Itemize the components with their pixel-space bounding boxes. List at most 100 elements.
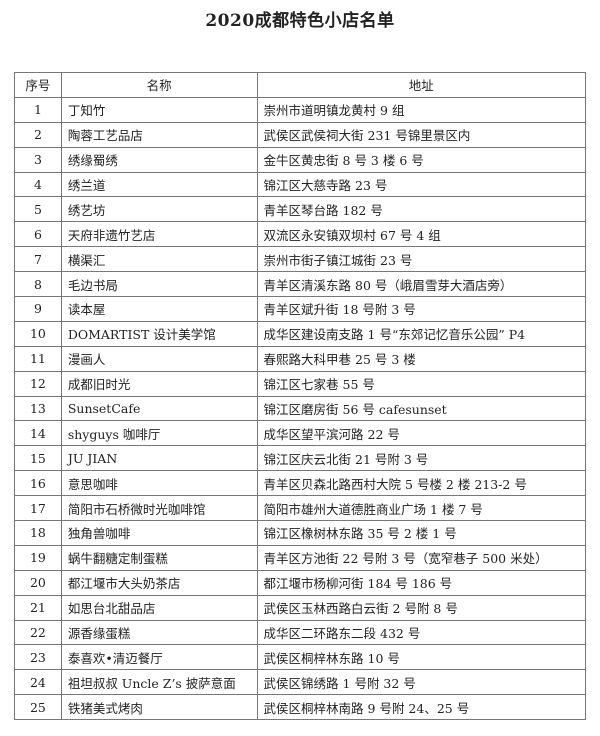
table-row: 14 shyguys 咖啡厅 成华区望平滨河路 22 号	[14, 420, 587, 447]
table-row: 1 丁知竹 崇州市道明镇龙黄村 9 组	[14, 96, 587, 123]
name-cell: 简阳市石桥微时光咖啡馆	[60, 495, 258, 522]
table-row: 6 天府非遗竹艺店 双流区永安镇双坝村 67 号 4 组	[14, 221, 587, 248]
index-cell: 18	[14, 520, 62, 546]
table-row: 11 漫画人 春熙路大科甲巷 25 号 3 楼	[14, 345, 587, 372]
index-cell: 23	[14, 644, 62, 671]
index-cell: 25	[14, 694, 62, 721]
address-cell: 崇州市街子镇江城街 23 号	[256, 246, 587, 273]
address-cell: 锦江区大慈寺路 23 号	[256, 171, 587, 198]
address-cell: 武侯区玉林西路白云街 2 号附 8 号	[256, 594, 587, 621]
name-cell: JU JIAN	[60, 445, 258, 472]
address-cell: 双流区永安镇双坝村 67 号 4 组	[256, 221, 587, 248]
index-cell: 13	[14, 395, 62, 422]
name-cell: 源香缘蛋糕	[60, 619, 258, 646]
index-cell: 1	[14, 96, 62, 123]
address-cell: 成华区建设南支路 1 号“东郊记忆音乐公园” P4	[256, 320, 587, 347]
address-cell: 都江堰市杨柳河街 184 号 186 号	[256, 569, 587, 596]
header-name: 名称	[60, 72, 258, 98]
index-cell: 8	[14, 271, 62, 298]
name-cell: DOMARTIST 设计美学馆	[60, 320, 258, 347]
address-cell: 锦江区七家巷 55 号	[256, 370, 587, 397]
table-row: 18 独角兽咖啡 锦江区橡树林东路 35 号 2 楼 1 号	[14, 520, 587, 546]
table-row: 23 泰喜欢•清迈餐厅 武侯区桐梓林东路 10 号	[14, 644, 587, 671]
index-cell: 20	[14, 569, 62, 596]
address-cell: 金牛区黄忠街 8 号 3 楼 6 号	[256, 146, 587, 173]
table-row: 4 绣兰道 锦江区大慈寺路 23 号	[14, 171, 587, 198]
index-cell: 5	[14, 196, 62, 223]
table-row: 25 铁猪美式烤肉 武侯区桐梓林南路 9 号附 24、25 号	[14, 694, 587, 721]
name-cell: 祖坦叔叔 Uncle Z’s 披萨意面	[60, 669, 258, 696]
name-cell: 独角兽咖啡	[60, 520, 258, 546]
address-cell: 锦江区橡树林东路 35 号 2 楼 1 号	[256, 520, 587, 546]
shop-list-table: 序号 名称 地址 1 丁知竹 崇州市道明镇龙黄村 9 组 2 陶蓉工艺品店 武侯区武侯祠大…	[14, 72, 587, 721]
address-cell: 武侯区桐梓林东路 10 号	[256, 644, 587, 671]
name-cell: 丁知竹	[60, 96, 258, 123]
table-row: 10 DOMARTIST 设计美学馆 成华区建设南支路 1 号“东郊记忆音乐公园” …	[14, 320, 587, 347]
address-cell: 青羊区方池街 22 号附 3 号（宽窄巷子 500 米处）	[256, 544, 587, 571]
address-cell: 青羊区清溪东路 80 号（峨眉雪芽大酒店旁）	[256, 271, 587, 298]
name-cell: 成都旧时光	[60, 370, 258, 397]
index-cell: 21	[14, 594, 62, 621]
table-row: 9 读本屋 青羊区斌升街 18 号附 3 号	[14, 296, 587, 322]
address-cell: 武侯区桐梓林南路 9 号附 24、25 号	[256, 694, 587, 721]
index-cell: 4	[14, 171, 62, 198]
table-row: 16 意思咖啡 青羊区贝森北路西村大院 5 号楼 2 楼 213-2 号	[14, 470, 587, 497]
address-cell: 锦江区磨房街 56 号 cafesunset	[256, 395, 587, 422]
name-cell: 蜗牛翻糖定制蛋糕	[60, 544, 258, 571]
index-cell: 11	[14, 345, 62, 372]
name-cell: 绣缘蜀绣	[60, 146, 258, 173]
name-cell: 泰喜欢•清迈餐厅	[60, 644, 258, 671]
index-cell: 9	[14, 296, 62, 322]
address-cell: 锦江区庆云北街 21 号附 3 号	[256, 445, 587, 472]
address-cell: 崇州市道明镇龙黄村 9 组	[256, 96, 587, 123]
name-cell: 横渠汇	[60, 246, 258, 273]
table-row: 15 JU JIAN 锦江区庆云北街 21 号附 3 号	[14, 445, 587, 472]
name-cell: 意思咖啡	[60, 470, 258, 497]
name-cell: 毛边书局	[60, 271, 258, 298]
name-cell: 绣艺坊	[60, 196, 258, 223]
address-cell: 青羊区琴台路 182 号	[256, 196, 587, 223]
name-cell: 读本屋	[60, 296, 258, 322]
index-cell: 6	[14, 221, 62, 248]
table-row: 21 如思台北甜品店 武侯区玉林西路白云街 2 号附 8 号	[14, 594, 587, 621]
table-row: 24 祖坦叔叔 Uncle Z’s 披萨意面 武侯区锦绣路 1 号附 32 号	[14, 669, 587, 696]
header-address: 地址	[256, 72, 587, 98]
address-cell: 青羊区贝森北路西村大院 5 号楼 2 楼 213-2 号	[256, 470, 587, 497]
name-cell: 陶蓉工艺品店	[60, 121, 258, 148]
table-row: 3 绣缘蜀绣 金牛区黄忠街 8 号 3 楼 6 号	[14, 146, 587, 173]
index-cell: 3	[14, 146, 62, 173]
index-cell: 22	[14, 619, 62, 646]
name-cell: shyguys 咖啡厅	[60, 420, 258, 447]
index-cell: 24	[14, 669, 62, 696]
table-header-row: 序号 名称 地址	[14, 72, 587, 98]
table-row: 8 毛边书局 青羊区清溪东路 80 号（峨眉雪芽大酒店旁）	[14, 271, 587, 298]
index-cell: 17	[14, 495, 62, 522]
index-cell: 15	[14, 445, 62, 472]
table-row: 12 成都旧时光 锦江区七家巷 55 号	[14, 370, 587, 397]
index-cell: 12	[14, 370, 62, 397]
name-cell: 如思台北甜品店	[60, 594, 258, 621]
name-cell: 都江堰市大头奶茶店	[60, 569, 258, 596]
table-row: 19 蜗牛翻糖定制蛋糕 青羊区方池街 22 号附 3 号（宽窄巷子 500 米处）	[14, 544, 587, 571]
name-cell: 绣兰道	[60, 171, 258, 198]
index-cell: 2	[14, 121, 62, 148]
document-title: 2020成都特色小店名单	[205, 11, 395, 31]
address-cell: 成华区二环路东二段 432 号	[256, 619, 587, 646]
index-cell: 7	[14, 246, 62, 273]
address-cell: 青羊区斌升街 18 号附 3 号	[256, 296, 587, 322]
address-cell: 成华区望平滨河路 22 号	[256, 420, 587, 447]
index-cell: 14	[14, 420, 62, 447]
table-row: 22 源香缘蛋糕 成华区二环路东二段 432 号	[14, 619, 587, 646]
header-index: 序号	[14, 72, 62, 98]
table-row: 5 绣艺坊 青羊区琴台路 182 号	[14, 196, 587, 223]
name-cell: SunsetCafe	[60, 395, 258, 422]
name-cell: 铁猪美式烤肉	[60, 694, 258, 721]
address-cell: 春熙路大科甲巷 25 号 3 楼	[256, 345, 587, 372]
table-row: 17 简阳市石桥微时光咖啡馆 简阳市雄州大道德胜商业广场 1 楼 7 号	[14, 495, 587, 522]
name-cell: 漫画人	[60, 345, 258, 372]
index-cell: 16	[14, 470, 62, 497]
table-row: 7 横渠汇 崇州市街子镇江城街 23 号	[14, 246, 587, 273]
table-row: 20 都江堰市大头奶茶店 都江堰市杨柳河街 184 号 186 号	[14, 569, 587, 596]
index-cell: 19	[14, 544, 62, 571]
name-cell: 天府非遗竹艺店	[60, 221, 258, 248]
